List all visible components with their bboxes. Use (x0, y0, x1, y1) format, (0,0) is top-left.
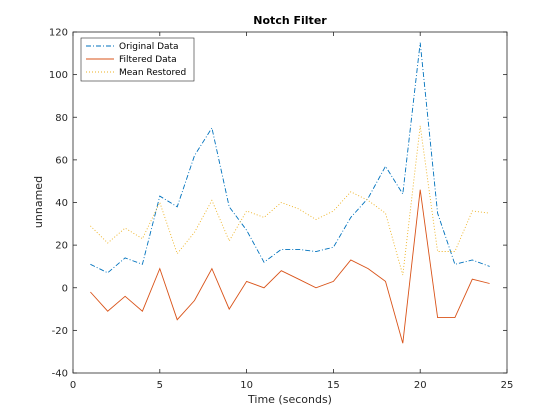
y-tick-label: 0 (62, 283, 68, 294)
x-tick-label: 25 (501, 380, 514, 391)
series-line-filtered-data (90, 189, 490, 344)
plot-area (72, 31, 508, 374)
x-tick-label: 0 (70, 380, 76, 391)
x-axis-label: Time (seconds) (247, 393, 332, 406)
y-tick-label: 60 (55, 155, 68, 166)
chart-title: Notch Filter (253, 14, 327, 27)
legend-box (80, 37, 195, 82)
legend-label-mean-restored: Mean Restored (119, 68, 186, 78)
legend-label-filtered-data: Filtered Data (119, 55, 177, 65)
y-axis-label: unnamed (32, 176, 45, 228)
x-tick-label: 20 (414, 380, 427, 391)
y-tick-label: 40 (55, 198, 68, 209)
legend-label-original-data: Original Data (119, 42, 179, 52)
y-tick-label: 20 (55, 241, 68, 252)
x-tick-label: 5 (157, 380, 163, 391)
x-tick-label: 15 (327, 380, 340, 391)
y-tick-label: 100 (49, 70, 68, 81)
y-tick-label: 120 (49, 28, 68, 39)
x-tick-label: 10 (240, 380, 253, 391)
y-tick-label: -20 (52, 326, 68, 337)
y-tick-label: 80 (55, 113, 68, 124)
series-line-mean-restored (90, 125, 490, 276)
y-tick-label: -40 (52, 369, 68, 380)
series-line-original-data (90, 42, 490, 274)
